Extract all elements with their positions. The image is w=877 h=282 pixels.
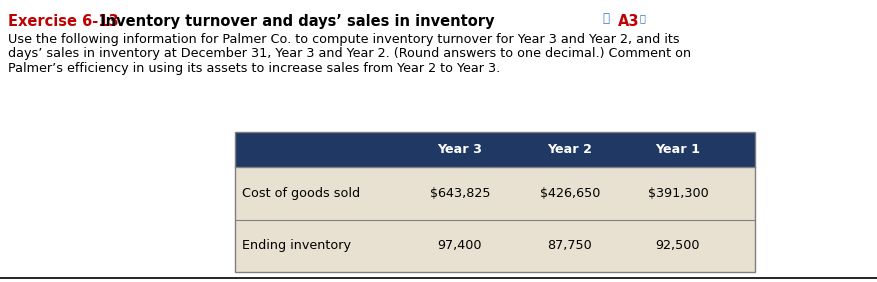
Text: Inventory turnover and days’ sales in inventory: Inventory turnover and days’ sales in in…	[95, 14, 500, 29]
Text: $426,650: $426,650	[540, 187, 600, 200]
Text: A3: A3	[618, 14, 639, 29]
Text: 87,750: 87,750	[547, 239, 592, 252]
Text: 92,500: 92,500	[656, 239, 700, 252]
Text: Year 3: Year 3	[438, 143, 482, 156]
Text: Use the following information for Palmer Co. to compute inventory turnover for Y: Use the following information for Palmer…	[8, 33, 680, 46]
Text: days’ sales in inventory at December 31, Year 3 and Year 2. (Round answers to on: days’ sales in inventory at December 31,…	[8, 47, 691, 61]
Text: $643,825: $643,825	[430, 187, 490, 200]
Text: Year 2: Year 2	[547, 143, 593, 156]
FancyBboxPatch shape	[235, 167, 755, 272]
Text: ⬜: ⬜	[640, 13, 645, 23]
FancyBboxPatch shape	[235, 132, 755, 167]
Text: ⧉: ⧉	[602, 12, 609, 25]
Text: 97,400: 97,400	[438, 239, 482, 252]
Text: Cost of goods sold: Cost of goods sold	[242, 187, 360, 200]
Text: $391,300: $391,300	[647, 187, 709, 200]
Text: Palmer’s efficiency in using its assets to increase sales from Year 2 to Year 3.: Palmer’s efficiency in using its assets …	[8, 62, 500, 75]
Text: Ending inventory: Ending inventory	[242, 239, 351, 252]
Text: Year 1: Year 1	[655, 143, 701, 156]
Text: Exercise 6-13: Exercise 6-13	[8, 14, 118, 29]
